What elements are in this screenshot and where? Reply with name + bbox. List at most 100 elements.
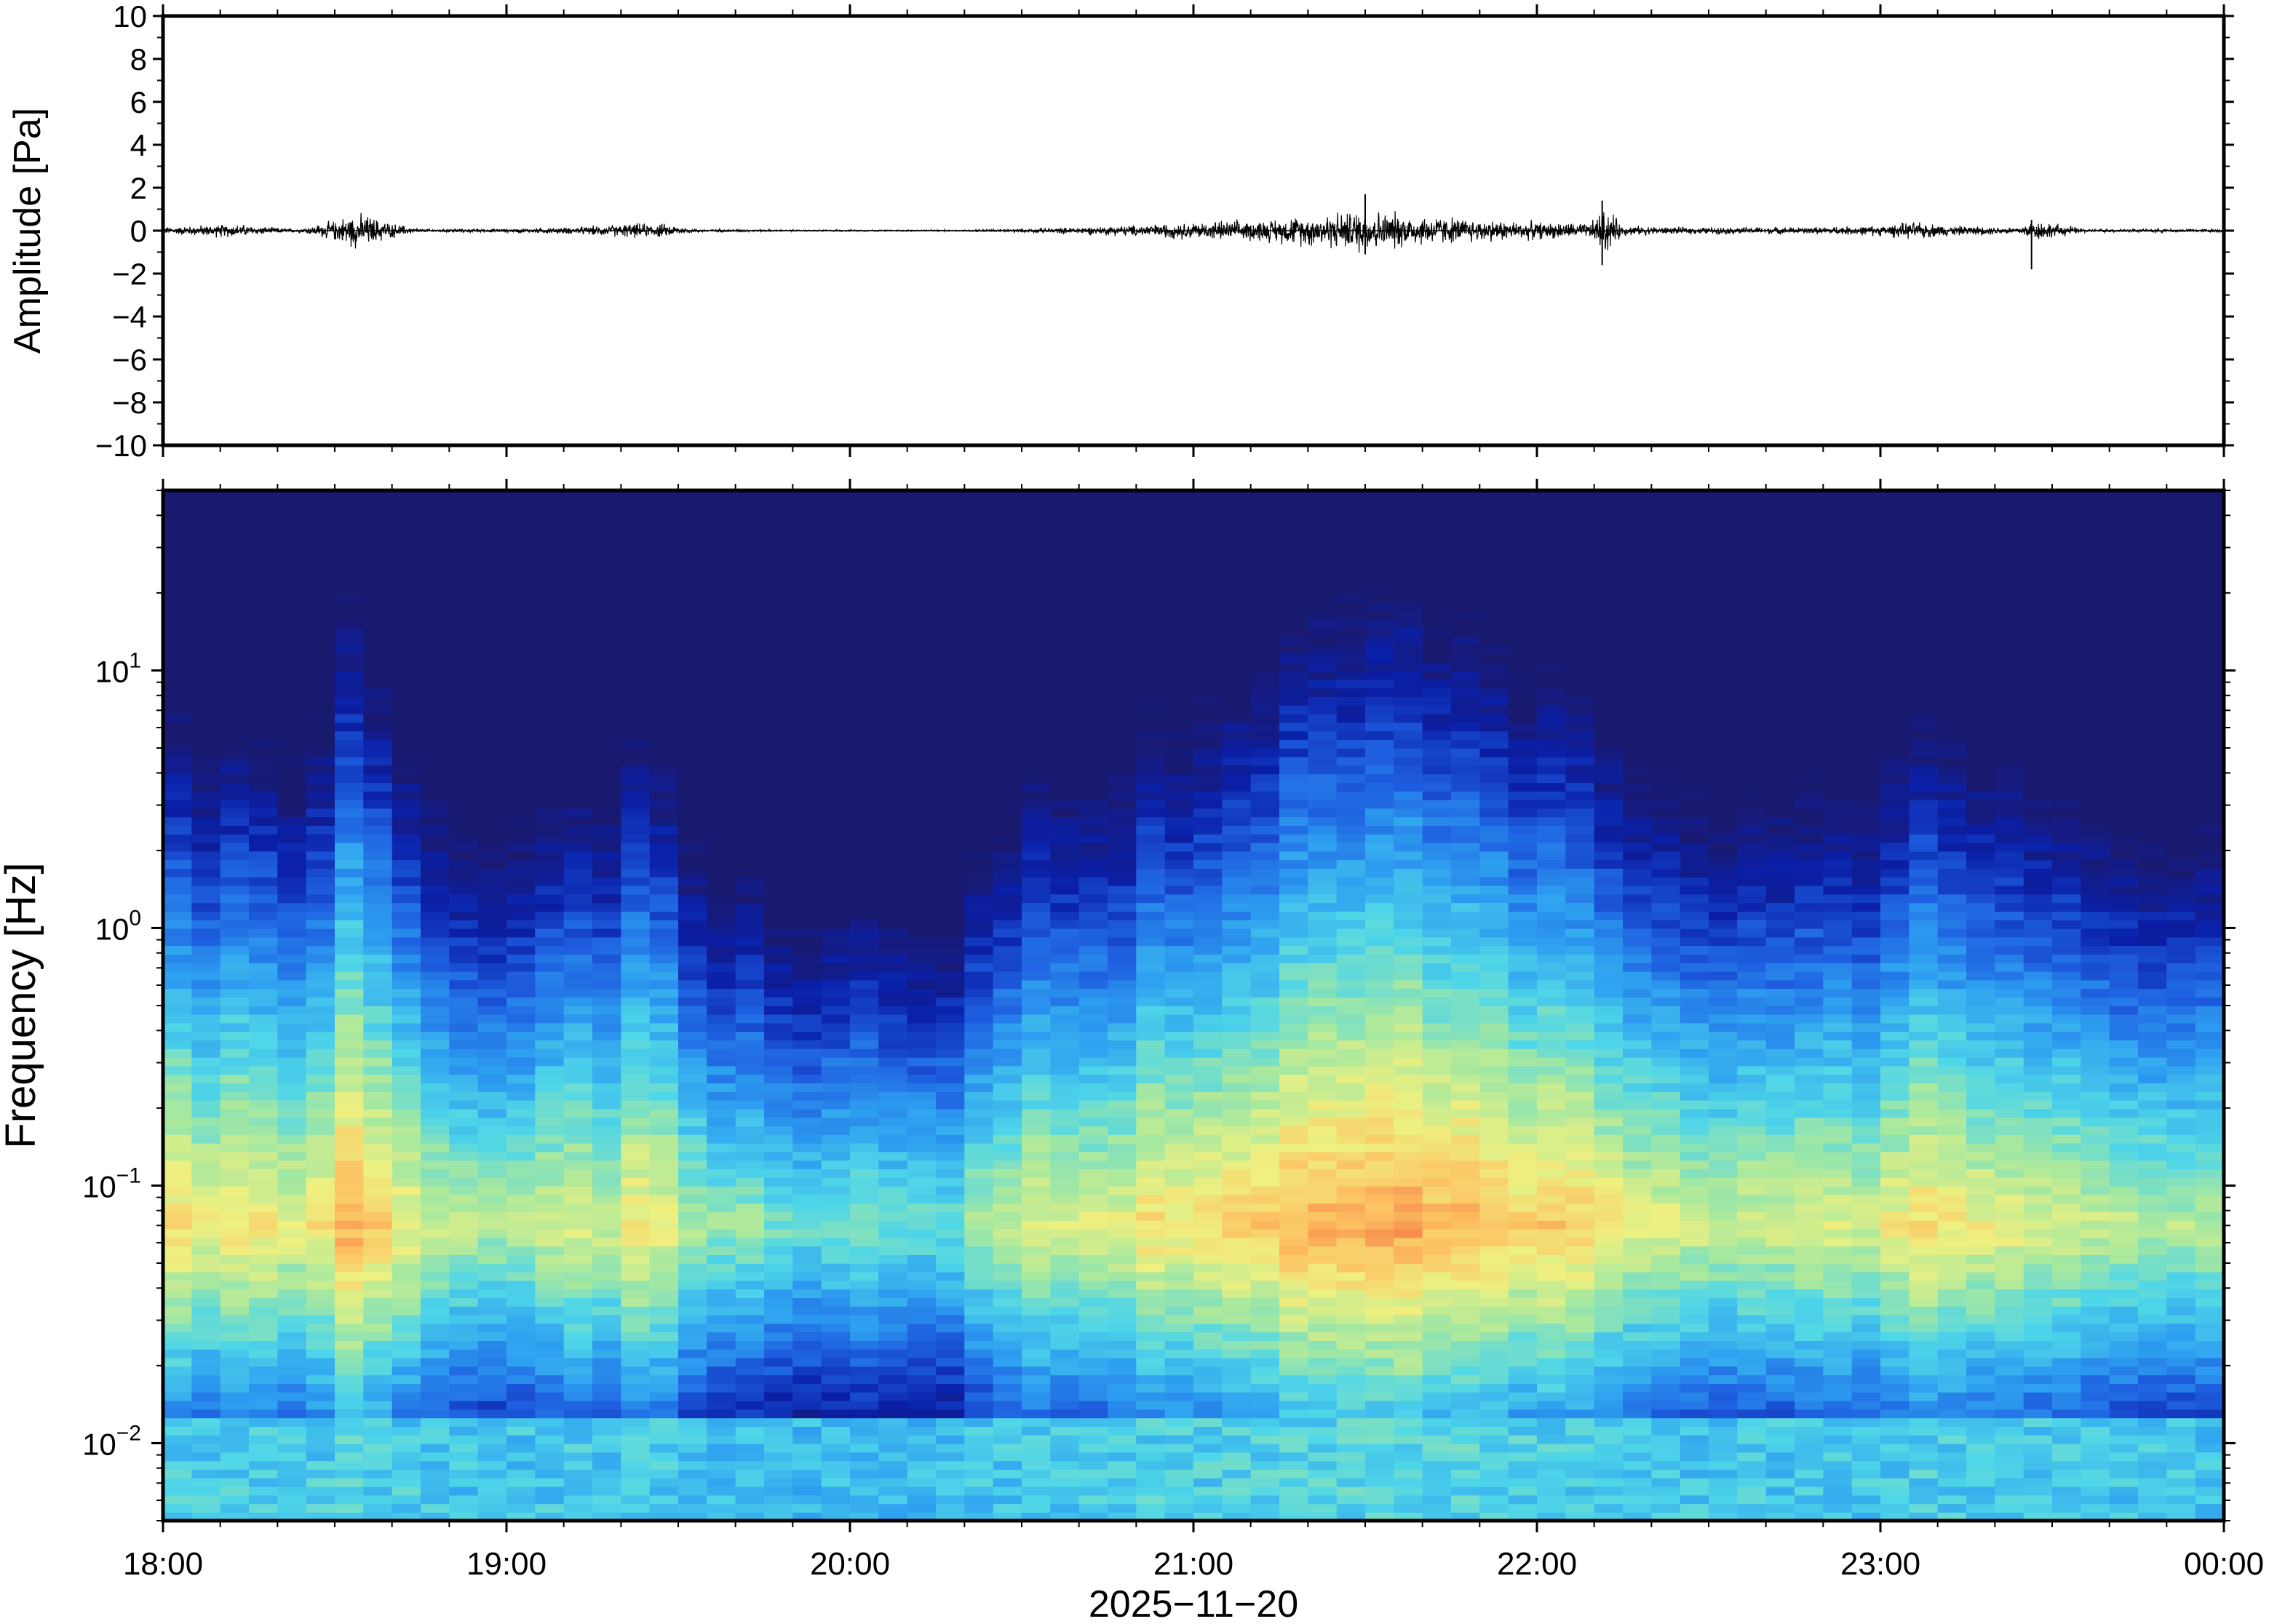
spectrogram-cell [163,1126,193,1135]
spectrogram-cell [993,1400,1022,1410]
spectrogram-cell [220,1400,250,1410]
spectrogram-cell [421,1031,450,1040]
spectrogram-cell [1279,988,1309,998]
spectrogram-cell [621,1056,651,1067]
spectrogram-cell [1050,1203,1080,1212]
spectrogram-cell [277,1366,307,1376]
spectrogram-cell [535,816,565,826]
spectrogram-cell [363,936,393,947]
spectrogram-cell [1308,1494,1338,1505]
spectrogram-cell [535,1443,565,1453]
spectrogram-cell [878,1486,908,1496]
spectrogram-cell [220,1254,250,1264]
spectrogram-cell [191,773,221,783]
spectrogram-cell [249,1126,279,1135]
spectrogram-cell [621,1211,651,1221]
spectrogram-cell [1279,1435,1309,1444]
spectrogram-cell [678,885,708,895]
spectrogram-cell [191,816,221,826]
spectrogram-cell [792,1409,822,1419]
spectrogram-cell [220,773,250,783]
spectrogram-cell [506,1177,536,1187]
spectrogram-cell [220,1151,250,1161]
spectrogram-cell [1050,1452,1080,1462]
spectrogram-cell [1136,920,1166,929]
spectrogram-cell [306,791,335,800]
spectrogram-cell [1250,1297,1280,1307]
spectrogram-cell [477,533,507,543]
spectrogram-cell [850,627,880,637]
spectrogram-cell [764,1254,794,1264]
spectrogram-cell [477,1486,507,1496]
spectrogram-cell [735,1409,765,1419]
spectrogram-cell [621,765,651,775]
spectrogram-cell [392,1091,421,1101]
spectrogram-cell [506,1512,536,1521]
spectrogram-cell [592,1211,622,1221]
spectrogram-cell [735,997,765,1006]
spectrogram-cell [1164,498,1194,509]
spectrogram-cell [821,1366,851,1376]
spectrogram-cell [850,1074,880,1083]
spectrogram-cell [1050,1340,1080,1350]
spectrogram-cell [1164,765,1194,775]
spectrogram-cell [649,1246,679,1255]
spectrogram-cell [678,636,708,646]
spectrogram-cell [907,1056,937,1067]
spectrogram-cell [649,627,679,637]
spectrogram-cell [535,1099,565,1110]
spectrogram-cell [621,679,651,689]
spectrogram-cell [477,1392,507,1401]
spectrogram-cell [163,979,193,990]
spectrogram-cell [592,1220,622,1230]
spectrogram-cell [421,679,450,689]
spectrogram-cell [1250,1169,1280,1178]
spectrogram-cell [1250,1306,1280,1315]
spectrogram-cell [1022,1014,1052,1024]
spectrogram-cell [449,1237,479,1247]
spectrogram-cell [392,1314,421,1324]
spectrogram-cell [792,584,822,594]
spectrogram-cell [878,653,908,663]
spectrogram-cell [477,1040,507,1049]
spectrogram-cell [1108,1478,1137,1487]
spectrogram-cell [821,1211,851,1221]
spectrogram-cell [1222,791,1252,800]
spectrogram-cell [421,877,450,886]
spectrogram-cell [592,1332,622,1341]
spectrogram-cell [936,1392,966,1401]
spectrogram-cell [1222,859,1252,869]
spectrogram-cell [1022,936,1052,947]
spectrogram-cell [535,1006,565,1015]
spectrogram-cell [1250,834,1280,843]
spectrogram-cell [421,653,450,663]
spectrogram-cell [1164,1280,1194,1290]
spectrogram-cell [592,782,622,792]
spectrogram-cell [678,705,708,715]
spectrogram-cell [821,945,851,955]
spectrogram-cell [535,859,565,869]
spectrogram-cell [220,1280,250,1290]
spectrogram-cell [506,653,536,663]
spectrogram-cell [1193,1169,1223,1178]
spectrogram-cell [907,1006,937,1015]
spectrogram-cell [1164,1357,1194,1367]
spectrogram-cell [878,541,908,552]
spectrogram-cell [936,722,966,732]
spectrogram-cell [907,1400,937,1410]
spectrogram-cell [678,1469,708,1478]
spectrogram-cell [1193,979,1223,990]
spectrogram-cell [335,782,365,792]
spectrogram-cell [277,679,307,689]
spectrogram-cell [1308,1297,1338,1307]
spectrogram-cell [621,1134,651,1144]
spectrogram-cell [735,670,765,680]
spectrogram-cell [878,816,908,826]
spectrogram-cell [821,1340,851,1350]
spectrogram-cell [220,1469,250,1478]
spectrogram-cell [421,541,450,552]
spectrogram-cell [1050,1022,1080,1032]
spectrogram-cell [792,1383,822,1393]
spectrogram-cell [306,696,335,706]
spectrogram-cell [535,1211,565,1221]
